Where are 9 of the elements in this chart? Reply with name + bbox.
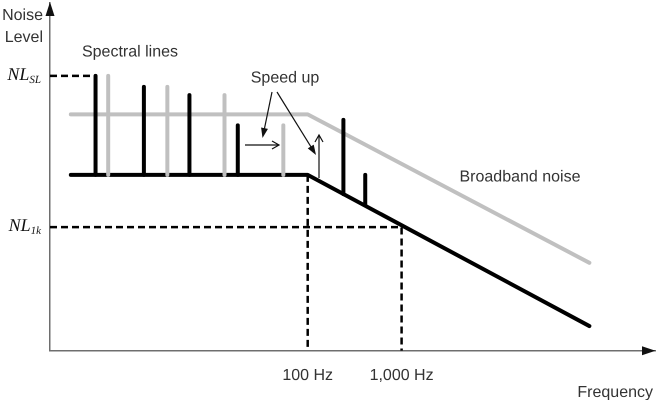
annotation: Broadband noise	[460, 168, 580, 186]
x-tick-label: 1,000 Hz	[370, 366, 434, 384]
text: Spectral lines	[82, 42, 178, 62]
y-axis-title: Noise Level	[1, 6, 43, 48]
x-axis-title: Frequency	[577, 383, 653, 400]
annotation: NL$_{1k}$	[8, 215, 41, 238]
annotation: NL$_{SL}$	[7, 64, 41, 86]
annotation: Speed up	[250, 68, 320, 88]
x-tick-label: 100 Hz	[282, 366, 334, 384]
